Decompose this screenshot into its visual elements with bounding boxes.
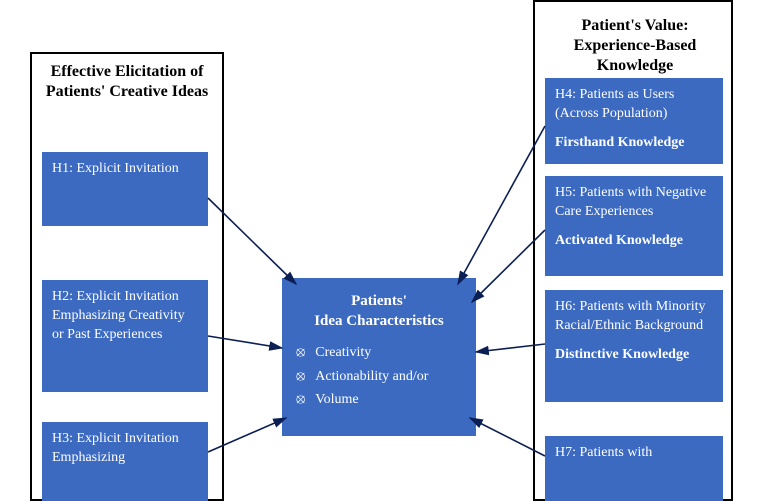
box-h2-text: H2: Explicit Invitation Emphasizing Crea… — [52, 288, 198, 345]
left-column-title: Effective Elicitation of Patients' Creat… — [40, 62, 214, 102]
box-h1-text: H1: Explicit Invitation — [52, 160, 198, 179]
center-bullet-row: ⦻ Creativity — [296, 343, 462, 363]
bullet-icon: ⦻ — [296, 390, 305, 410]
box-h5-sub: Activated Knowledge — [555, 232, 713, 251]
box-h4: H4: Patients as Users (Across Population… — [545, 78, 723, 164]
center-bullet-2: Actionability and/or — [315, 367, 428, 387]
bullet-icon: ⦻ — [296, 367, 305, 387]
center-title-line2: Idea Characteristics — [314, 313, 444, 329]
box-h1: H1: Explicit Invitation — [42, 152, 208, 226]
box-h7-text: H7: Patients with — [555, 444, 713, 463]
box-h4-text: H4: Patients as Users (Across Population… — [555, 86, 713, 124]
arrow-h4 — [458, 126, 545, 284]
box-h2: H2: Explicit Invitation Emphasizing Crea… — [42, 280, 208, 392]
center-bullet-row: ⦻ Actionability and/or — [296, 367, 462, 387]
center-bullet-row: ⦻ Volume — [296, 390, 462, 410]
box-h3-text: H3: Explicit Invitation Emphasizing — [52, 430, 198, 468]
diagram-canvas: Effective Elicitation of Patients' Creat… — [0, 0, 758, 501]
box-h3: H3: Explicit Invitation Emphasizing — [42, 422, 208, 501]
box-h6-text: H6: Patients with Minority Racial/Ethnic… — [555, 298, 713, 336]
box-h5: H5: Patients with Negative Care Experien… — [545, 176, 723, 276]
center-bullet-3: Volume — [315, 390, 358, 410]
center-box: Patients' Idea Characteristics ⦻ Creativ… — [282, 278, 476, 436]
center-title-line1: Patients' — [351, 293, 407, 309]
center-title: Patients' Idea Characteristics — [296, 292, 462, 331]
box-h6-sub: Distinctive Knowledge — [555, 346, 713, 365]
right-column-title: Patient's Value: Experience-Based Knowle… — [545, 16, 725, 76]
box-h5-text: H5: Patients with Negative Care Experien… — [555, 184, 713, 222]
box-h6: H6: Patients with Minority Racial/Ethnic… — [545, 290, 723, 402]
box-h7: H7: Patients with — [545, 436, 723, 501]
center-bullet-1: Creativity — [315, 343, 371, 363]
box-h4-sub: Firsthand Knowledge — [555, 134, 713, 153]
bullet-icon: ⦻ — [296, 343, 305, 363]
